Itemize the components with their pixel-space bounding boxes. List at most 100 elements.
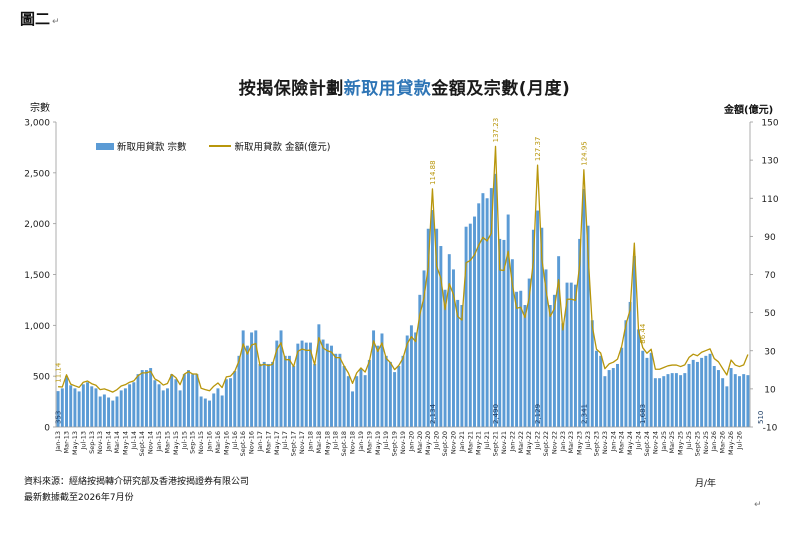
x-tick-label: Jul-21	[483, 431, 491, 450]
bar	[578, 238, 582, 427]
x-tick-label: May-26	[727, 431, 735, 455]
x-tick-label: May-22	[525, 431, 533, 455]
x-tick-label: Nov-16	[248, 431, 256, 454]
bar	[132, 382, 136, 427]
bar	[212, 393, 216, 427]
x-tick-label: Jul-15	[180, 431, 188, 450]
bar	[590, 320, 594, 427]
bar	[136, 374, 140, 427]
left-tick-label: 2,000	[24, 220, 50, 230]
x-tick-label: Mar-25	[668, 431, 676, 453]
bar	[477, 203, 481, 427]
bar	[519, 290, 523, 427]
bar	[733, 374, 737, 427]
bar	[721, 378, 725, 427]
x-tick-label: Sep-13	[88, 431, 96, 454]
bar	[649, 352, 653, 427]
bar	[69, 385, 73, 427]
x-tick-label: Jan-20	[407, 431, 415, 453]
bar	[170, 374, 174, 427]
bar	[128, 384, 132, 427]
x-tick-label: Sept-14	[138, 431, 146, 456]
bar	[182, 374, 186, 427]
source-line-2: 最新數據截至2026年7月份	[24, 493, 134, 503]
amount-line	[58, 145, 749, 393]
right-tick-label: 50	[764, 309, 776, 319]
bar	[102, 394, 106, 427]
bar	[670, 373, 674, 427]
bar	[729, 368, 733, 427]
x-tick-label: Mar-18	[315, 431, 323, 453]
bar	[233, 371, 237, 427]
bar	[452, 269, 455, 427]
x-tick-label: May-13	[71, 431, 79, 455]
bar	[674, 373, 678, 427]
bar	[376, 345, 380, 427]
bar	[489, 188, 493, 427]
x-tick-label: Sept-19	[391, 431, 399, 456]
bar	[624, 320, 628, 427]
bar	[536, 210, 540, 427]
bar	[611, 368, 615, 427]
bar	[704, 355, 708, 427]
bar	[334, 353, 338, 427]
bar	[199, 396, 203, 427]
bar	[174, 379, 178, 427]
bar	[178, 390, 182, 427]
x-tick-label: Jul-18	[332, 431, 340, 450]
bar	[548, 305, 552, 427]
bar	[481, 193, 485, 427]
line-peak-label: 127.37	[534, 137, 542, 162]
bar	[725, 386, 729, 427]
bar	[359, 369, 363, 427]
left-tick-label: 1,000	[24, 322, 50, 332]
bar	[502, 239, 506, 427]
bar	[203, 398, 207, 427]
bar	[573, 284, 577, 427]
bar	[443, 289, 447, 427]
bar	[557, 256, 561, 427]
source-line-1: 資料來源：經絡按揭轉介研究部及香港按揭證券有限公司	[24, 477, 250, 487]
left-tick-label: 1,500	[24, 271, 50, 281]
bar	[447, 254, 451, 427]
x-tick-label: Sept-17	[290, 431, 298, 456]
x-tick-label: May-15	[172, 431, 180, 455]
bar-value-label: 353	[55, 411, 63, 424]
bar	[271, 361, 275, 427]
bar	[254, 330, 258, 427]
bar	[123, 388, 127, 427]
bar	[620, 347, 624, 427]
bar	[380, 333, 384, 427]
bar	[658, 378, 662, 427]
bar	[325, 343, 329, 427]
x-tick-label: May-16	[222, 431, 230, 455]
bar	[544, 269, 548, 427]
x-tick-label: Jan-16	[206, 431, 214, 453]
bar	[195, 374, 199, 427]
bar	[393, 372, 397, 427]
bar	[426, 228, 430, 427]
x-tick-label: Mar-23	[567, 431, 575, 453]
x-tick-label: Mar-15	[163, 431, 171, 453]
x-tick-label: Nov-15	[197, 431, 205, 454]
bar	[304, 342, 308, 427]
bar	[616, 363, 619, 427]
bar	[220, 395, 224, 427]
x-tick-label: Nov-19	[399, 431, 407, 454]
bar	[245, 345, 249, 427]
bar	[292, 366, 296, 427]
bar	[523, 305, 527, 427]
legend-line-swatch	[208, 145, 231, 147]
x-tick-label: Jul-23	[584, 431, 592, 450]
bar	[401, 355, 405, 427]
line-peak-label: 137.23	[492, 118, 500, 143]
bar	[107, 397, 111, 427]
x-tick-label: Jul-20	[433, 431, 441, 450]
bar	[456, 299, 460, 427]
bar	[111, 400, 115, 427]
x-tick-label: Jul-14	[130, 431, 138, 450]
title-highlight: 新取用貸款	[343, 79, 432, 99]
bar	[94, 388, 98, 427]
x-tick-label: Nov-17	[298, 431, 306, 454]
